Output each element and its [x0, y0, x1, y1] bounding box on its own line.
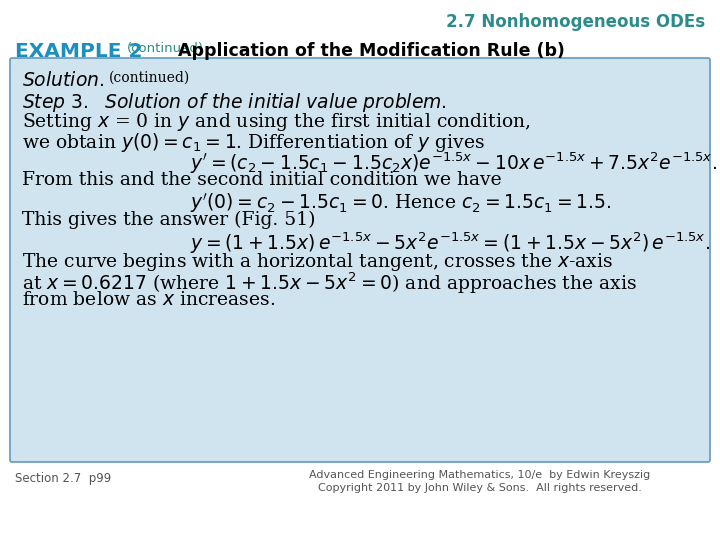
Text: Setting $x$ = 0 in $y$ and using the first initial condition,: Setting $x$ = 0 in $y$ and using the fir…: [22, 111, 531, 133]
Text: $y' = (c_2 - 1.5c_1 - 1.5c_2x)e^{-1.5x} - 10x\,e^{-1.5x} + 7.5x^2e^{-1.5x}.$: $y' = (c_2 - 1.5c_1 - 1.5c_2x)e^{-1.5x} …: [190, 151, 717, 177]
FancyBboxPatch shape: [10, 58, 710, 462]
Text: EXAMPLE 2: EXAMPLE 2: [15, 42, 143, 61]
Text: $\mathit{Solution.}$: $\mathit{Solution.}$: [22, 71, 104, 90]
Text: (continued): (continued): [109, 71, 190, 85]
Text: we obtain $y(0) = c_1 = 1$. Differentiation of $y$ gives: we obtain $y(0) = c_1 = 1$. Differentiat…: [22, 131, 485, 154]
Text: at $x = 0.6217$ (where $1 + 1.5x - 5x^2 = 0$) and approaches the axis: at $x = 0.6217$ (where $1 + 1.5x - 5x^2 …: [22, 271, 637, 296]
Text: Copyright 2011 by John Wiley & Sons.  All rights reserved.: Copyright 2011 by John Wiley & Sons. All…: [318, 483, 642, 493]
Text: from below as $x$ increases.: from below as $x$ increases.: [22, 291, 276, 309]
Text: This gives the answer (Fig. 51): This gives the answer (Fig. 51): [22, 211, 315, 230]
Text: Application of the Modification Rule (b): Application of the Modification Rule (b): [178, 42, 565, 60]
Text: (continued): (continued): [127, 42, 204, 55]
Text: The curve begins with a horizontal tangent, crosses the $x$-axis: The curve begins with a horizontal tange…: [22, 251, 613, 273]
Text: 2.7 Nonhomogeneous ODEs: 2.7 Nonhomogeneous ODEs: [446, 13, 705, 31]
Text: $\mathit{Step\ 3.\ \ Solution\ of\ the\ initial\ value\ problem.}$: $\mathit{Step\ 3.\ \ Solution\ of\ the\ …: [22, 91, 447, 114]
Text: Section 2.7  p99: Section 2.7 p99: [15, 472, 112, 485]
Text: From this and the second initial condition we have: From this and the second initial conditi…: [22, 171, 502, 189]
Text: $y'(0) = c_2 - 1.5c_1 = 0$. Hence $c_2 = 1.5c_1 = 1.5.$: $y'(0) = c_2 - 1.5c_1 = 0$. Hence $c_2 =…: [190, 191, 611, 215]
Text: Advanced Engineering Mathematics, 10/e  by Edwin Kreyszig: Advanced Engineering Mathematics, 10/e b…: [310, 470, 651, 480]
Text: $y = (1 + 1.5x)\,e^{-1.5x} - 5x^2e^{-1.5x} = (1 + 1.5x - 5x^2)\,e^{-1.5x}.$: $y = (1 + 1.5x)\,e^{-1.5x} - 5x^2e^{-1.5…: [190, 231, 710, 256]
